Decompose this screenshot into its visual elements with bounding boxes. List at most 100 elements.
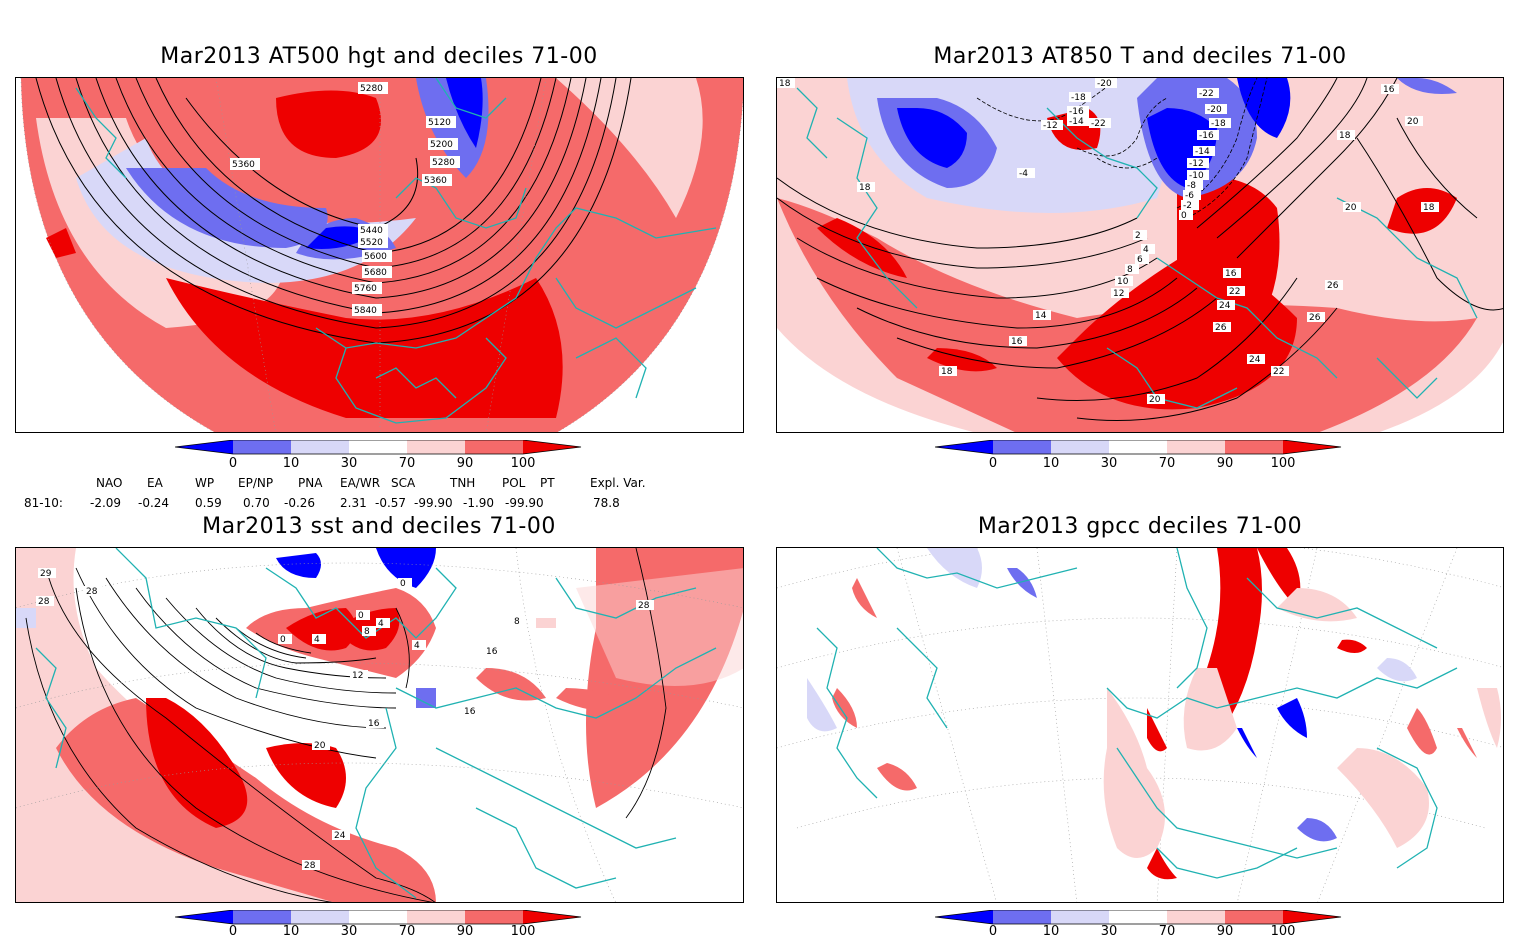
svg-text:-12: -12 [1043,121,1058,131]
svg-text:5280: 5280 [432,158,455,168]
colorbar-tick: 0 [988,924,998,939]
svg-text:18: 18 [779,79,791,89]
svg-text:12: 12 [352,671,363,681]
contour-labels-t850: -20 -18 -16 -12 -14 -22 -4 -22 -20 -18 -… [777,78,1439,405]
svg-text:24: 24 [1249,355,1261,365]
map-gpcc-svg [777,548,1503,902]
svg-text:5520: 5520 [360,238,383,248]
svg-text:5200: 5200 [430,140,453,150]
colorbar-tick: 100 [1270,456,1296,471]
colorbar-tick: 10 [1042,924,1060,939]
svg-text:8: 8 [514,617,520,627]
index-value: -2.09 [90,496,122,510]
colorbar-tick: 90 [1216,924,1234,939]
svg-text:-18: -18 [1071,93,1086,103]
colorbar-tick: 100 [1270,924,1296,939]
svg-text:16: 16 [368,719,380,729]
svg-text:16: 16 [1383,85,1395,95]
svg-text:-14: -14 [1195,147,1210,157]
colorbar-tick: 90 [456,456,474,471]
svg-text:2: 2 [1135,231,1141,241]
svg-text:4: 4 [414,641,420,651]
svg-text:-20: -20 [1207,105,1222,115]
svg-text:4: 4 [1143,245,1149,255]
svg-text:0: 0 [358,611,364,621]
colorbar-tick: 0 [988,456,998,471]
colorbar-sst: 0 10 30 70 90 100 [174,909,585,940]
index-value: -0.26 [284,496,316,510]
svg-text:26: 26 [1327,281,1339,291]
panel-title-hgt500: Mar2013 AT500 hgt and deciles 71-00 [160,44,598,69]
index-header: EP/NP [238,476,274,490]
svg-text:-16: -16 [1199,131,1214,141]
colorbar-gpcc: 0 10 30 70 90 100 [934,909,1345,940]
svg-text:-6: -6 [1185,191,1194,201]
map-panel-sst: 29 28 28 0 0 4 8 12 16 20 24 28 16 4 16 … [15,547,744,903]
index-value: 0.59 [195,496,222,510]
svg-text:16: 16 [464,707,476,717]
colorbar-tick: 0 [228,456,238,471]
svg-text:5600: 5600 [364,252,387,262]
panel-title-t850: Mar2013 AT850 T and deciles 71-00 [933,44,1347,69]
svg-text:0: 0 [1181,211,1187,221]
colorbar-tick: 100 [510,456,536,471]
svg-text:18: 18 [1339,131,1351,141]
svg-text:28: 28 [86,587,98,597]
colorbar-tick: 10 [1042,456,1060,471]
svg-text:22: 22 [1229,287,1240,297]
colorbar-hgt500: 0 10 30 70 90 100 [174,439,585,480]
index-header: EA [147,476,163,490]
svg-text:4: 4 [314,635,320,645]
svg-text:12: 12 [1113,289,1124,299]
svg-text:6: 6 [1137,255,1143,265]
svg-text:20: 20 [1149,395,1161,405]
svg-text:28: 28 [38,597,50,607]
index-header: PT [540,476,555,490]
svg-text:18: 18 [941,367,953,377]
index-value: -0.24 [138,496,170,510]
svg-text:5680: 5680 [364,268,387,278]
svg-text:5120: 5120 [428,118,451,128]
svg-text:29: 29 [40,569,52,579]
colorbar-seg [175,440,233,454]
svg-text:5360: 5360 [424,176,447,186]
index-header: SCA [391,476,416,490]
colorbar-hgt500-svg [174,439,582,455]
colorbar-tick: 30 [1100,924,1118,939]
svg-text:8: 8 [364,627,370,637]
colorbar-tick: 10 [282,456,300,471]
svg-text:-22: -22 [1199,89,1214,99]
colorbar-tick: 0 [228,924,238,939]
colorbar-tick: 30 [1100,456,1118,471]
svg-text:26: 26 [1215,323,1227,333]
svg-text:16: 16 [486,647,498,657]
svg-text:-22: -22 [1091,119,1106,129]
svg-text:24: 24 [1219,301,1231,311]
index-value: 0.70 [243,496,270,510]
svg-text:5760: 5760 [354,284,377,294]
svg-text:0: 0 [400,579,406,589]
svg-text:28: 28 [304,861,316,871]
svg-text:28: 28 [638,601,650,611]
panel-title-sst: Mar2013 sst and deciles 71-00 [202,514,556,539]
index-value: 2.31 [340,496,367,510]
index-value: -99.90 [414,496,453,510]
svg-text:-4: -4 [1019,169,1028,179]
svg-text:-20: -20 [1097,79,1112,89]
colorbar-tick: 30 [340,924,358,939]
colorbar-tick: 70 [398,456,416,471]
index-header: NAO [96,476,123,490]
contour-labels-hgt500: 5280 5120 5200 5280 5360 5360 5440 5520 … [230,82,460,316]
map-panel-hgt500: 5280 5120 5200 5280 5360 5360 5440 5520 … [15,77,744,433]
svg-text:-12: -12 [1189,159,1204,169]
svg-text:20: 20 [1345,203,1357,213]
colorbar-tick: 70 [1158,924,1176,939]
colorbar-tick: 30 [340,456,358,471]
svg-text:-14: -14 [1069,117,1084,127]
svg-text:5840: 5840 [354,306,377,316]
svg-text:18: 18 [1423,203,1435,213]
svg-text:0: 0 [280,635,286,645]
colorbar-tick: 100 [510,924,536,939]
index-header: EA/WR [340,476,381,490]
svg-text:16: 16 [1225,269,1237,279]
